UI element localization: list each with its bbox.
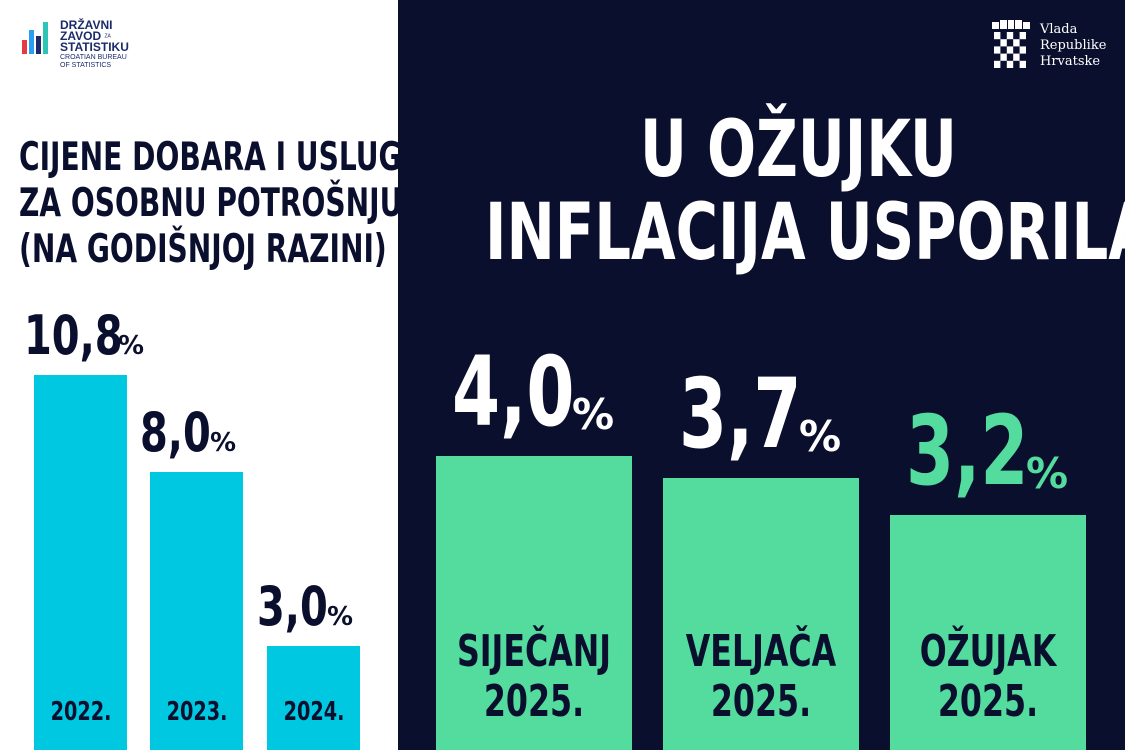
dzs-logo-bars-icon bbox=[22, 22, 48, 54]
month-label: VELJAČA bbox=[685, 626, 837, 677]
month-year-label: 2025. bbox=[937, 676, 1039, 727]
bar-month-1 bbox=[436, 456, 632, 750]
value-label: 3,0 bbox=[257, 574, 328, 638]
vlada-logo: Vlada Republike Hrvatske bbox=[988, 20, 1113, 75]
year-label: 2023. bbox=[166, 697, 227, 727]
year-label: 2022. bbox=[50, 697, 111, 727]
percent-sign: % bbox=[327, 601, 354, 632]
percent-sign: % bbox=[572, 390, 615, 439]
percent-sign: % bbox=[1026, 448, 1069, 498]
value-label: 3,2 bbox=[906, 394, 1029, 507]
dzs-logo: DRŽAVNI ZAVOD ZA STATISTIKU CROATIAN BUR… bbox=[22, 18, 162, 74]
percent-sign: % bbox=[118, 331, 145, 361]
percent-sign: % bbox=[799, 412, 842, 462]
month-label: SIJEČANJ bbox=[456, 626, 612, 677]
value-label: 10,8 bbox=[24, 304, 123, 367]
left-title-line-3: (NA GODIŠNJOJ RAZINI) bbox=[19, 227, 387, 272]
month-year-label: 2025. bbox=[710, 676, 812, 727]
value-label: 4,0 bbox=[452, 336, 575, 448]
bar-month-3 bbox=[890, 514, 1086, 750]
bar-2022 bbox=[34, 375, 127, 750]
left-title-line-1: CIJENE DOBARA I USLUGA bbox=[19, 135, 398, 180]
left-panel: DRŽAVNI ZAVOD ZA STATISTIKU CROATIAN BUR… bbox=[0, 0, 398, 750]
right-title-line-1: U OŽUJKU bbox=[640, 105, 957, 195]
dzs-logo-text: DRŽAVNI ZAVOD ZA STATISTIKU bbox=[60, 18, 129, 55]
left-title-line-2: ZA OSOBNU POTROŠNJU bbox=[19, 181, 398, 226]
bar-month-2 bbox=[663, 478, 859, 750]
value-label: 8,0 bbox=[140, 401, 211, 465]
percent-sign: % bbox=[210, 428, 237, 459]
bar-2024 bbox=[267, 645, 360, 750]
month-year-label: 2025. bbox=[483, 676, 585, 727]
croatian-coat-of-arms-icon bbox=[992, 20, 1030, 68]
value-label: 3,7 bbox=[679, 358, 802, 471]
right-title-line-2: INFLACIJA USPORILA bbox=[485, 188, 1125, 278]
dzs-logo-subtitle: CROATIAN BUREAU OF STATISTICS bbox=[60, 54, 127, 69]
vlada-logo-text: Vlada Republike Hrvatske bbox=[1040, 22, 1107, 69]
month-label: OŽUJAK bbox=[919, 626, 1057, 677]
year-label: 2024. bbox=[283, 697, 344, 727]
bar-2023 bbox=[150, 472, 243, 750]
